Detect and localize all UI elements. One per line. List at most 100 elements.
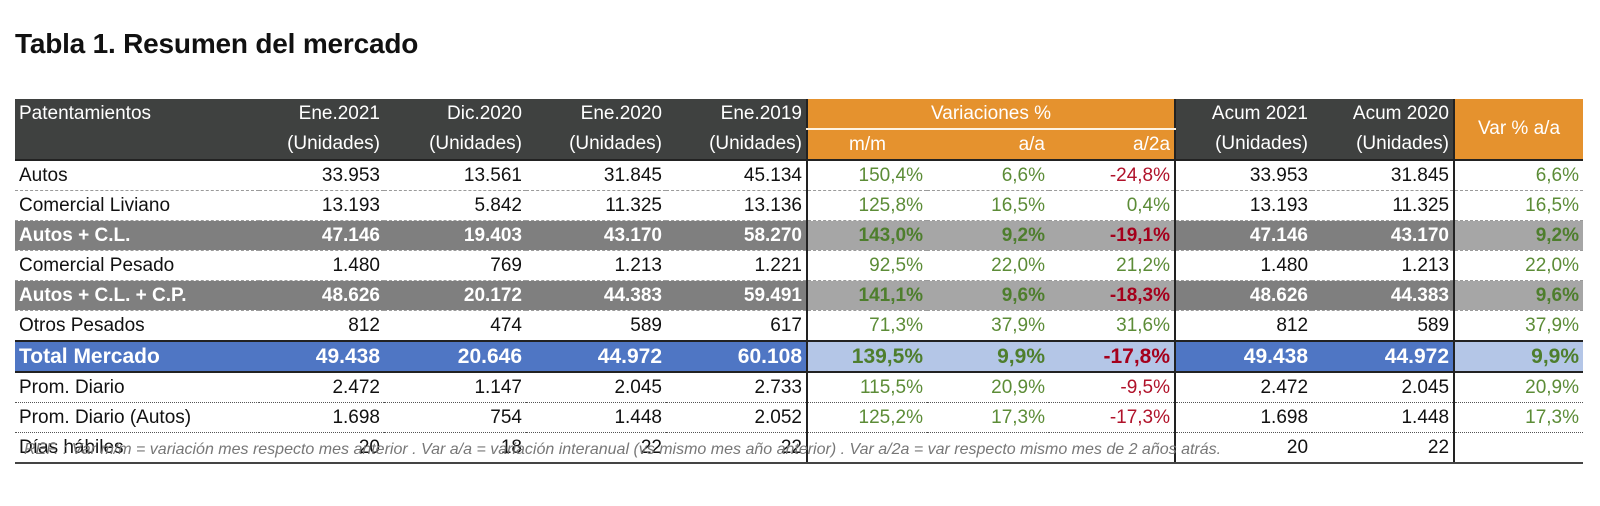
cell-dic2020: 754 bbox=[384, 402, 526, 433]
cell-dic2020: 20.646 bbox=[384, 340, 526, 373]
row-label: Prom. Diario (Autos) bbox=[15, 402, 259, 433]
cell-var-acum: 37,9% bbox=[1453, 310, 1584, 342]
header-mm: m/m bbox=[806, 129, 927, 161]
cell-acum2021: 47.146 bbox=[1174, 220, 1313, 251]
cell-var-aa: 17,3% bbox=[927, 402, 1049, 433]
row-label: Total Mercado bbox=[15, 340, 259, 373]
cell-ene2021: 812 bbox=[259, 310, 384, 342]
cell-var-a2a: -19,1% bbox=[1049, 220, 1176, 251]
cell-var-aa: 6,6% bbox=[927, 160, 1049, 191]
cell-var-aa: 20,9% bbox=[927, 372, 1049, 403]
row-label: Comercial Pesado bbox=[15, 250, 259, 281]
cell-var-acum: 20,9% bbox=[1453, 372, 1584, 403]
cell-ene2021: 1.698 bbox=[259, 402, 384, 433]
cell-ene2021: 1.480 bbox=[259, 250, 384, 281]
cell-ene2019: 2.733 bbox=[666, 372, 807, 403]
cell-ene2021: 13.193 bbox=[259, 190, 384, 221]
cell-var-mm: 143,0% bbox=[806, 220, 927, 251]
cell-dic2020: 1.147 bbox=[384, 372, 526, 403]
header-acum2020: Acum 2020 bbox=[1312, 99, 1455, 129]
cell-acum2021: 1.698 bbox=[1174, 402, 1313, 433]
cell-acum2020: 589 bbox=[1312, 310, 1455, 342]
header-var-acum: Var % a/a bbox=[1453, 99, 1584, 161]
cell-var-a2a: -24,8% bbox=[1049, 160, 1176, 191]
cell-ene2021: 33.953 bbox=[259, 160, 384, 191]
header-dic2020: Dic.2020 bbox=[384, 99, 526, 129]
cell-dic2020: 13.561 bbox=[384, 160, 526, 191]
cell-var-mm: 71,3% bbox=[806, 310, 927, 342]
cell-var-a2a: -17,3% bbox=[1049, 402, 1176, 433]
cell-var-a2a bbox=[1049, 432, 1176, 464]
cell-ene2020: 44.383 bbox=[526, 280, 666, 311]
table-row: Prom. Diario 2.472 1.147 2.045 2.733 115… bbox=[15, 372, 1584, 403]
table-row: Autos 33.953 13.561 31.845 45.134 150,4%… bbox=[15, 160, 1584, 191]
cell-var-aa: 22,0% bbox=[927, 250, 1049, 281]
table-row: Días hábiles 20 18 22 22 20 22 bbox=[15, 432, 1584, 464]
cell-ene2020: 1.448 bbox=[526, 402, 666, 433]
header-ene2019-units: (Unidades) bbox=[666, 129, 807, 161]
cell-ene2019: 45.134 bbox=[666, 160, 807, 191]
header-acum2021-units: (Unidades) bbox=[1174, 129, 1313, 161]
cell-var-a2a: 21,2% bbox=[1049, 250, 1176, 281]
cell-acum2020: 22 bbox=[1312, 432, 1455, 464]
cell-acum2021: 48.626 bbox=[1174, 280, 1313, 311]
cell-ene2019: 22 bbox=[666, 432, 807, 464]
cell-ene2021: 2.472 bbox=[259, 372, 384, 403]
cell-acum2020: 11.325 bbox=[1312, 190, 1455, 221]
cell-var-mm: 141,1% bbox=[806, 280, 927, 311]
cell-var-acum: 16,5% bbox=[1453, 190, 1584, 221]
table-row: Comercial Pesado 1.480 769 1.213 1.221 9… bbox=[15, 250, 1584, 281]
cell-acum2020: 1.213 bbox=[1312, 250, 1455, 281]
cell-var-acum: 9,2% bbox=[1453, 220, 1584, 251]
cell-ene2019: 58.270 bbox=[666, 220, 807, 251]
header-row-top: Patentamientos Ene.2021 Dic.2020 Ene.202… bbox=[15, 99, 1584, 161]
cell-ene2021: 48.626 bbox=[259, 280, 384, 311]
cell-ene2019: 617 bbox=[666, 310, 807, 342]
cell-ene2019: 60.108 bbox=[666, 340, 807, 373]
cell-ene2019: 59.491 bbox=[666, 280, 807, 311]
cell-var-aa: 9,6% bbox=[927, 280, 1049, 311]
cell-var-mm: 92,5% bbox=[806, 250, 927, 281]
header-variaciones-group: Variaciones % bbox=[805, 99, 1176, 130]
cell-acum2021: 49.438 bbox=[1174, 340, 1313, 373]
reference-note: REF. : Var m/m = variación mes respecto … bbox=[24, 441, 1222, 458]
cell-var-mm: 150,4% bbox=[806, 160, 927, 191]
cell-ene2020: 2.045 bbox=[526, 372, 666, 403]
cell-var-a2a: -18,3% bbox=[1049, 280, 1176, 311]
header-row-bottom: (Unidades) (Unidades) (Unidades) (Unidad… bbox=[15, 129, 1583, 161]
market-summary-table: Patentamientos Ene.2021 Dic.2020 Ene.202… bbox=[15, 99, 1584, 464]
cell-ene2020: 43.170 bbox=[526, 220, 666, 251]
cell-ene2019: 2.052 bbox=[666, 402, 807, 433]
cell-dic2020: 474 bbox=[384, 310, 526, 342]
cell-var-aa: 16,5% bbox=[927, 190, 1049, 221]
cell-var-a2a: 0,4% bbox=[1049, 190, 1176, 221]
header-ene2020: Ene.2020 bbox=[526, 99, 666, 129]
header-patentamientos: Patentamientos bbox=[15, 99, 259, 129]
cell-dic2020: 18 bbox=[384, 432, 526, 464]
table-row: Comercial Liviano 13.193 5.842 11.325 13… bbox=[15, 190, 1584, 221]
cell-acum2021: 33.953 bbox=[1174, 160, 1313, 191]
cell-var-acum: 6,6% bbox=[1453, 160, 1584, 191]
header-dic2020-units: (Unidades) bbox=[384, 129, 526, 161]
cell-acum2021: 20 bbox=[1174, 432, 1313, 464]
cell-acum2020: 44.383 bbox=[1312, 280, 1455, 311]
cell-dic2020: 19.403 bbox=[384, 220, 526, 251]
cell-ene2020: 589 bbox=[526, 310, 666, 342]
cell-acum2020: 44.972 bbox=[1312, 340, 1455, 373]
cell-dic2020: 20.172 bbox=[384, 280, 526, 311]
header-ene2021-units: (Unidades) bbox=[259, 129, 384, 161]
cell-var-acum bbox=[1453, 432, 1584, 464]
cell-var-acum: 22,0% bbox=[1453, 250, 1584, 281]
cell-ene2019: 13.136 bbox=[666, 190, 807, 221]
cell-acum2021: 13.193 bbox=[1174, 190, 1313, 221]
cell-dic2020: 769 bbox=[384, 250, 526, 281]
table-row-subtotal: Autos + C.L. 47.146 19.403 43.170 58.270… bbox=[15, 220, 1584, 251]
header-acum2021: Acum 2021 bbox=[1174, 99, 1313, 129]
cell-var-a2a: -17,8% bbox=[1049, 340, 1176, 373]
cell-ene2020: 1.213 bbox=[526, 250, 666, 281]
table-body: Autos 33.953 13.561 31.845 45.134 150,4%… bbox=[15, 160, 1584, 464]
cell-var-mm bbox=[806, 432, 927, 464]
cell-acum2020: 43.170 bbox=[1312, 220, 1455, 251]
row-label: Autos bbox=[15, 160, 259, 191]
cell-var-acum: 17,3% bbox=[1453, 402, 1584, 433]
